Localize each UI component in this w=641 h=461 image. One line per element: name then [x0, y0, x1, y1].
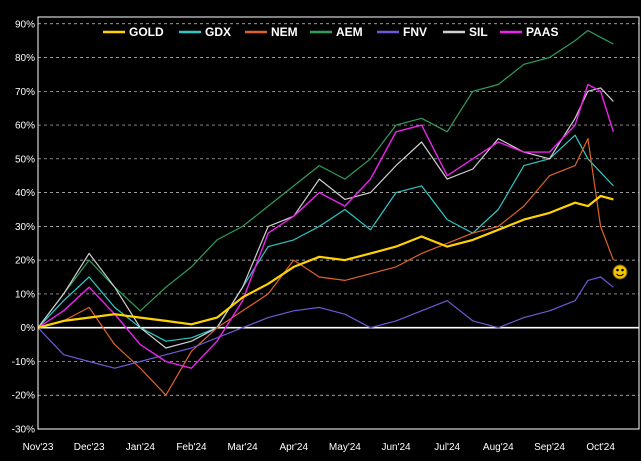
legend-label: FNV — [403, 25, 427, 39]
y-tick-label: 80% — [15, 53, 35, 64]
series-line-paas — [37, 83, 615, 369]
x-tick-label: May'24 — [329, 442, 361, 453]
y-tick-label: 10% — [15, 289, 35, 300]
legend-item-gold: GOLD — [103, 25, 164, 39]
x-axis-tick-labels: Nov'23 Dec'23 Jan'24 Feb'24 Mar'24 Apr'24 May'… — [23, 442, 616, 453]
y-tick-label: 40% — [15, 188, 35, 199]
legend-label: GDX — [205, 25, 231, 39]
plot-border — [37, 16, 640, 430]
legend-label: GOLD — [129, 25, 164, 39]
legend-item-paas: PAAS — [500, 25, 558, 39]
annotation — [612, 264, 628, 280]
y-tick-label: -30% — [12, 425, 35, 436]
y-tick-label: 0% — [21, 323, 36, 334]
series-line-gold — [37, 194, 614, 329]
x-tick-label: Jul'24 — [434, 442, 460, 453]
x-tick-label: Sep'24 — [534, 442, 565, 453]
series-lines — [37, 29, 615, 396]
smiley-face-icon — [612, 264, 628, 280]
y-tick-label: 70% — [15, 87, 35, 98]
legend-label: AEM — [336, 25, 363, 39]
legend-label: PAAS — [526, 25, 558, 39]
y-tick-label: 20% — [15, 256, 35, 267]
y-tick-label: -10% — [12, 357, 35, 368]
legend-item-gdx: GDX — [179, 25, 231, 39]
series-line-sil — [37, 87, 614, 349]
y-tick-label: 90% — [15, 19, 35, 30]
y-tick-label: 60% — [15, 121, 35, 132]
legend-item-sil: SIL — [443, 25, 488, 39]
series-line-nem — [37, 138, 614, 396]
y-tick-label: 30% — [15, 222, 35, 233]
y-axis-tick-labels: 90% 80% 70% 60% 50% 40% 30% 20% 10% 0% -10% -20% -30… — [12, 19, 35, 435]
series-line-aem — [37, 29, 614, 329]
x-tick-label: Oct'24 — [586, 442, 615, 453]
legend-label: NEM — [271, 25, 298, 39]
series-line-fnv — [37, 276, 614, 369]
x-tick-label: Jan'24 — [126, 442, 156, 453]
y-tick-label: 50% — [15, 154, 35, 165]
grid-lines — [38, 23, 639, 396]
y-tick-label: -20% — [12, 391, 35, 402]
x-tick-label: Dec'23 — [74, 442, 105, 453]
x-tick-label: Mar'24 — [227, 442, 258, 453]
x-tick-label: Jun'24 — [381, 442, 411, 453]
legend-item-aem: AEM — [310, 25, 363, 39]
legend: GOLD GDX NEM AEM FNV SIL PAAS — [103, 25, 558, 39]
x-tick-label: Feb'24 — [176, 442, 207, 453]
legend-label: SIL — [469, 25, 488, 39]
x-tick-label: Aug'24 — [483, 442, 514, 453]
legend-item-fnv: FNV — [377, 25, 427, 39]
x-tick-label: Nov'23 — [23, 442, 54, 453]
x-tick-label: Apr'24 — [279, 442, 308, 453]
legend-item-nem: NEM — [245, 25, 298, 39]
